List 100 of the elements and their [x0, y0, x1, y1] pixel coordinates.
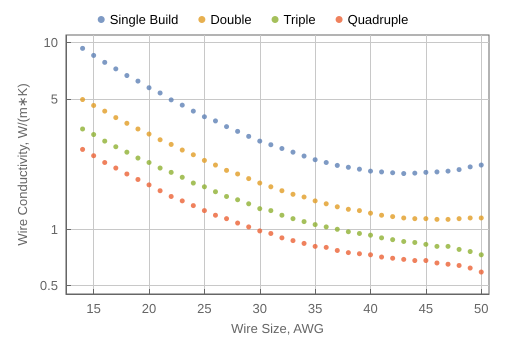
point	[346, 206, 351, 212]
point	[224, 168, 230, 173]
point	[368, 232, 374, 238]
point	[368, 210, 374, 216]
point	[379, 169, 384, 174]
point	[91, 102, 96, 108]
point	[212, 189, 218, 194]
point	[334, 248, 340, 253]
point	[434, 169, 440, 174]
point	[412, 240, 418, 245]
point	[290, 216, 296, 222]
point	[312, 222, 318, 228]
point	[268, 230, 274, 236]
point	[158, 188, 163, 194]
point	[356, 251, 362, 256]
point	[158, 137, 163, 142]
point	[401, 215, 406, 220]
point	[235, 197, 240, 202]
point	[102, 108, 108, 114]
point	[80, 126, 86, 132]
x-tick-label: 35	[308, 301, 322, 316]
point	[412, 258, 418, 264]
point	[412, 170, 418, 176]
point	[302, 219, 307, 224]
point	[146, 132, 152, 137]
point	[368, 168, 374, 174]
point	[80, 146, 86, 152]
point	[158, 166, 163, 171]
point	[346, 250, 351, 256]
x-axis-title: Wire Size, AWG	[231, 321, 324, 336]
point	[146, 160, 152, 166]
point	[235, 220, 240, 226]
point	[202, 184, 207, 190]
point	[446, 216, 451, 222]
point	[180, 102, 185, 108]
point	[212, 212, 218, 218]
point	[124, 73, 130, 78]
point	[113, 115, 118, 120]
point	[446, 168, 451, 174]
point	[290, 150, 296, 155]
point	[456, 216, 462, 222]
y-tick-label: 1	[50, 222, 58, 237]
point	[302, 154, 307, 159]
point	[91, 153, 96, 158]
point	[224, 216, 230, 222]
x-tick-label: 40	[363, 301, 378, 316]
point	[180, 148, 185, 153]
point	[346, 229, 351, 234]
y-axis-title: Wire Conductivity, W/(m∗K)	[15, 83, 30, 246]
point	[246, 224, 252, 230]
point	[434, 244, 440, 249]
point	[324, 201, 329, 206]
point	[124, 120, 130, 126]
point	[180, 174, 185, 180]
x-tick-label: 15	[86, 301, 101, 316]
point	[168, 194, 174, 199]
point	[235, 171, 240, 176]
point	[334, 226, 340, 232]
point	[356, 166, 362, 172]
point	[158, 90, 163, 96]
legend-label: Triple	[284, 12, 316, 27]
point	[434, 260, 440, 266]
point	[190, 108, 196, 114]
point	[290, 192, 296, 197]
point	[390, 237, 396, 242]
point	[456, 246, 462, 252]
point	[456, 167, 462, 172]
legend-label: Single Build	[110, 12, 178, 27]
point	[334, 204, 340, 210]
point	[80, 97, 86, 102]
point	[80, 46, 86, 51]
point	[434, 216, 440, 222]
point	[478, 270, 484, 275]
point	[302, 240, 307, 246]
point	[446, 262, 451, 267]
point	[146, 85, 152, 90]
point	[135, 126, 140, 132]
point	[257, 206, 262, 212]
point	[268, 184, 274, 190]
point	[379, 212, 384, 218]
point	[168, 142, 174, 147]
point	[401, 171, 406, 176]
y-tick-label: 5	[50, 91, 58, 106]
point	[279, 212, 284, 218]
point	[279, 146, 284, 152]
point	[190, 180, 196, 186]
point	[146, 182, 152, 188]
point	[468, 164, 473, 170]
point	[478, 252, 484, 258]
point	[468, 266, 473, 271]
point	[356, 230, 362, 236]
y-tick-label: 0.5	[40, 278, 58, 293]
point	[456, 262, 462, 268]
point	[168, 97, 174, 102]
point	[423, 242, 428, 247]
point	[346, 164, 351, 170]
point	[401, 256, 406, 262]
x-tick-label: 20	[142, 301, 156, 316]
point	[390, 170, 396, 176]
point	[224, 194, 230, 199]
